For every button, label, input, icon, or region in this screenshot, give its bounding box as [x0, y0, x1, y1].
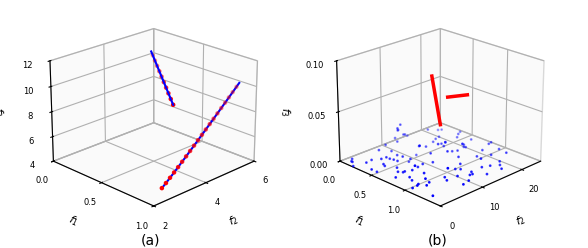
Text: (a): (a) — [141, 234, 161, 248]
Y-axis label: $f_1$: $f_1$ — [352, 213, 368, 229]
X-axis label: $f_2$: $f_2$ — [227, 213, 242, 229]
Y-axis label: $f_1$: $f_1$ — [66, 213, 81, 229]
Text: (b): (b) — [427, 234, 447, 248]
X-axis label: $f_2$: $f_2$ — [513, 213, 528, 229]
